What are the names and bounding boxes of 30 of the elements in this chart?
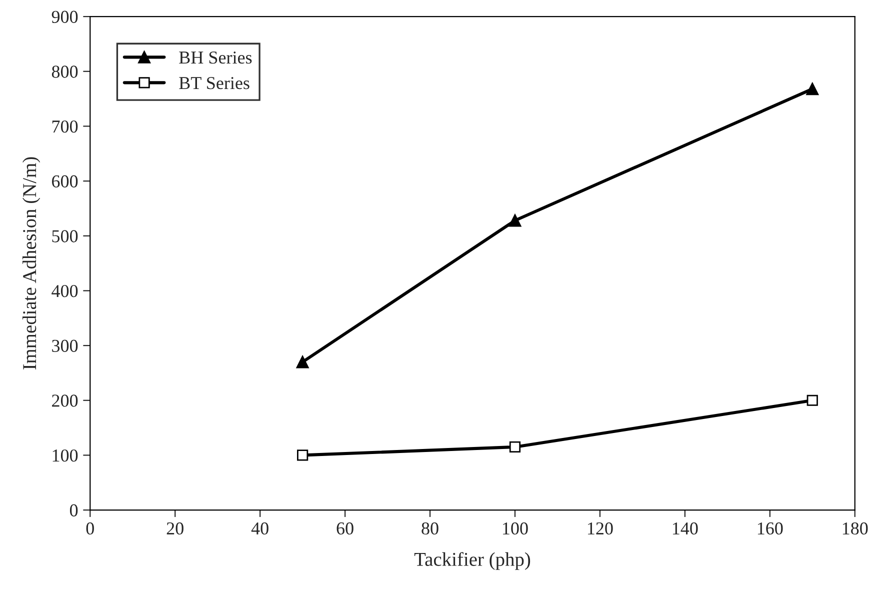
legend-label: BT Series <box>179 77 250 90</box>
y-tick-label: 400 <box>52 284 78 298</box>
x-tick-label: 60 <box>336 522 354 535</box>
y-tick-label: 900 <box>52 10 78 23</box>
x-tick-label: 0 <box>86 522 94 535</box>
x-tick-label: 160 <box>758 522 783 535</box>
y-tick-label: 600 <box>52 175 78 188</box>
x-tick-label: 100 <box>503 522 528 535</box>
legend-label: BH Series <box>179 52 252 64</box>
y-tick-label: 500 <box>52 230 78 242</box>
x-tick-label: 80 <box>422 522 438 535</box>
point <box>508 214 522 227</box>
y-tick-label: 300 <box>52 340 78 352</box>
y-tick-label: 700 <box>52 120 78 133</box>
y-tick-label: 100 <box>52 449 78 462</box>
y-axis-title: Immediate Adhesion (N/m) <box>22 157 40 370</box>
y-tick-label: 800 <box>52 66 78 78</box>
point <box>806 82 819 96</box>
x-tick-label: 20 <box>166 522 184 535</box>
x-tick-label: 180 <box>842 522 868 535</box>
y-tick-label: 0 <box>70 504 78 516</box>
y-tick-label: 200 <box>52 394 78 407</box>
x-tick-label: 120 <box>588 522 613 535</box>
x-tick-label: 140 <box>672 522 698 535</box>
x-axis-title: Tackifier (php) <box>414 552 530 570</box>
point <box>297 450 308 461</box>
point <box>296 356 309 368</box>
point <box>806 394 818 406</box>
point <box>509 441 521 453</box>
x-tick-label: 40 <box>251 522 268 535</box>
